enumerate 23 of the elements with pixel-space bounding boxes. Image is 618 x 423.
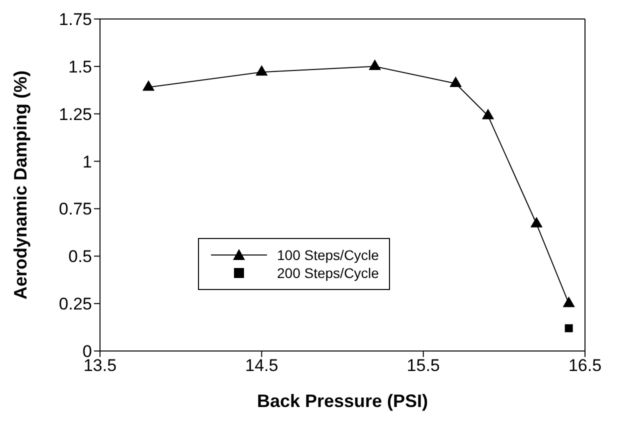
point [482, 108, 494, 120]
y-tick-label: 1 [82, 152, 92, 172]
y-tick-label: 1.5 [68, 57, 92, 76]
y-tick-label: 0.75 [58, 200, 92, 219]
y-tick-label: 0.5 [68, 247, 92, 266]
legend-label: 100 Steps/Cycle [277, 247, 379, 263]
point [368, 59, 381, 70]
y-tick-label: 1.25 [58, 104, 92, 124]
point [564, 324, 573, 332]
point [142, 80, 155, 91]
point [562, 296, 575, 308]
point [450, 76, 462, 88]
x-tick-label: 13.5 [83, 356, 117, 376]
point [256, 65, 268, 76]
point [530, 216, 543, 228]
x-tick-label: 15.5 [406, 356, 440, 376]
x-axis-title: Back Pressure (PSI) [256, 391, 428, 411]
y-tick-label: 1.75 [58, 10, 92, 30]
legend-label: 200 Steps/Cycle [277, 265, 379, 281]
y-tick-label: 0.25 [58, 294, 92, 314]
y-axis-title: Aerodynamic Damping (%) [10, 70, 30, 300]
x-tick-label: 14.5 [245, 356, 278, 376]
x-tick-label: 16.5 [568, 356, 602, 376]
